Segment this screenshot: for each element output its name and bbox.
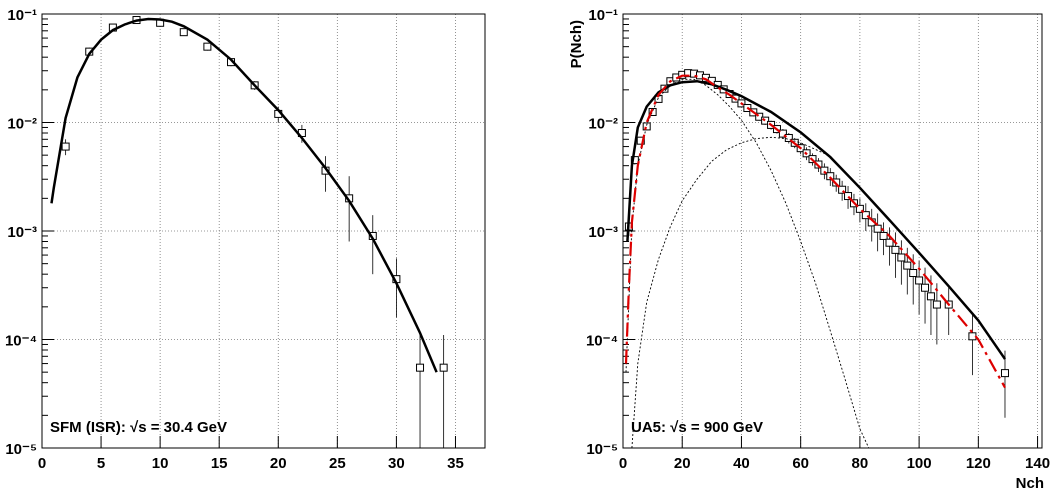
y-tick-label: 10⁻⁴ — [5, 332, 37, 349]
x-tick-label: 40 — [733, 455, 750, 472]
x-tick-label: 60 — [792, 455, 809, 472]
x-tick-label: 25 — [329, 455, 346, 472]
x-tick-label: 10 — [152, 455, 169, 472]
data-point — [416, 363, 425, 372]
y-tick-label: 10⁻¹ — [7, 7, 37, 24]
data-point — [179, 28, 188, 37]
data-point — [891, 245, 900, 254]
data-point — [885, 238, 894, 247]
x-tick-label: 140 — [1025, 455, 1050, 472]
x-tick-label: 5 — [97, 455, 105, 472]
data-point — [909, 269, 918, 278]
x-tick-label: 15 — [211, 455, 228, 472]
data-point — [439, 363, 448, 372]
x-tick-label: 100 — [907, 455, 932, 472]
fit-curve — [624, 74, 1006, 389]
data-point — [784, 133, 793, 142]
y-tick-label: 10⁻⁴ — [586, 332, 618, 349]
fit-curve — [625, 78, 870, 448]
y-tick-label: 10⁻³ — [588, 224, 618, 241]
data-point — [630, 156, 639, 165]
x-tick-label: 20 — [270, 455, 287, 472]
plot-frame — [41, 13, 486, 449]
data-point — [642, 122, 651, 131]
data-point — [820, 166, 829, 175]
y-tick-label: 10⁻⁵ — [586, 441, 618, 458]
data-point — [897, 253, 906, 262]
y-tick-label: 10⁻² — [588, 115, 618, 132]
y-tick-label: 10⁻² — [7, 115, 37, 132]
data-point — [761, 116, 770, 125]
data-point — [903, 261, 912, 270]
data-point — [826, 172, 835, 181]
data-point — [636, 136, 645, 145]
data-point — [844, 192, 853, 201]
x-tick-label: 30 — [388, 455, 405, 472]
x-tick-label: 0 — [38, 455, 46, 472]
fit-curve — [631, 136, 831, 448]
fit-curve — [626, 79, 1007, 360]
data-point — [926, 292, 935, 301]
data-point — [915, 276, 924, 285]
x-tick-label: 80 — [852, 455, 869, 472]
data-point — [778, 129, 787, 138]
x-tick-label: 35 — [447, 455, 464, 472]
annotation: UA5: √s = 900 GeV — [631, 419, 763, 436]
data-point — [873, 224, 882, 233]
data-point — [648, 107, 657, 116]
data-point — [921, 283, 930, 292]
data-point — [203, 42, 212, 51]
plot-area — [50, 16, 448, 448]
x-tick-label: 120 — [966, 455, 991, 472]
x-tick-label: 20 — [674, 455, 691, 472]
data-point — [838, 185, 847, 194]
x-tick-label: 0 — [619, 455, 627, 472]
data-point — [1000, 369, 1009, 378]
data-point — [879, 231, 888, 240]
data-point — [61, 142, 70, 151]
fit-curve — [50, 17, 438, 373]
y-tick-label: 10⁻⁵ — [5, 441, 37, 458]
data-point — [861, 211, 870, 220]
y-tick-label: 10⁻¹ — [588, 7, 618, 24]
annotation: SFM (ISR): √s = 30.4 GeV — [50, 419, 227, 436]
plot-frame — [622, 13, 1043, 449]
y-axis-label: P(Nch) — [568, 20, 585, 68]
y-tick-label: 10⁻³ — [7, 224, 37, 241]
plot-area — [624, 69, 1009, 448]
x-axis-label: Nch — [1016, 475, 1044, 492]
data-point — [968, 332, 977, 341]
data-point — [932, 300, 941, 309]
data-point — [855, 204, 864, 213]
